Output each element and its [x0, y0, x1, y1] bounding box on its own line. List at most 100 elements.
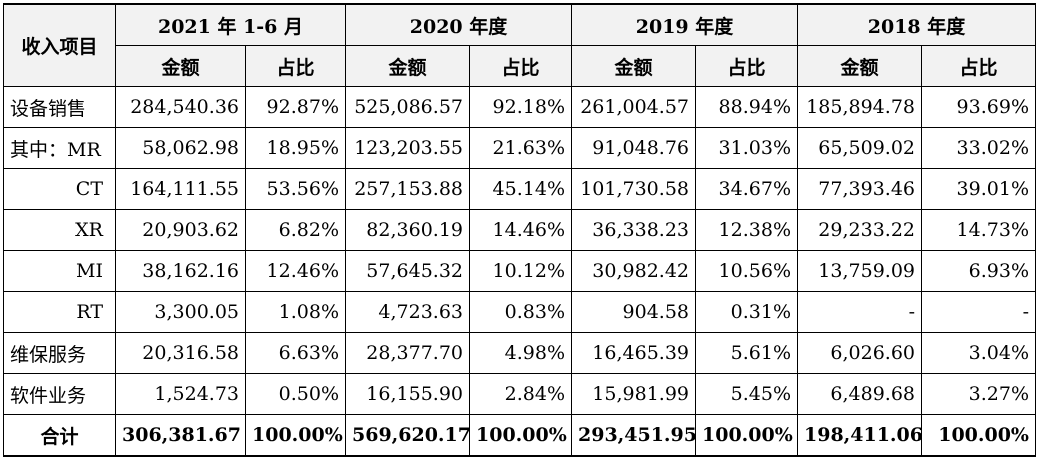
amount-cell: 257,153.88 — [345, 168, 470, 210]
amount-cell: 57,645.32 — [345, 250, 470, 292]
ratio-cell: 39.01% — [921, 168, 1036, 210]
amount-cell: 198,411.06 — [797, 414, 922, 457]
amount-cell: 4,723.63 — [345, 291, 470, 333]
table-body: 设备销售 284,540.36 92.87% 525,086.57 92.18% 261,… — [3, 86, 1036, 457]
ratio-cell: 100.00% — [469, 414, 572, 457]
ratio-cell: 18.95% — [245, 127, 346, 169]
table-row: CT 164,111.55 53.56% 257,153.88 45.14% 101,73… — [3, 168, 1036, 210]
amount-cell: 185,894.78 — [797, 86, 922, 128]
table-row: 软件业务 1,524.73 0.50% 16,155.90 2.84% 15,981.99… — [3, 373, 1036, 415]
row-label: 设备销售 — [3, 86, 116, 128]
ratio-cell: 0.31% — [695, 291, 798, 333]
header-item: 收入项目 — [3, 3, 116, 87]
amount-cell: 16,465.39 — [571, 332, 696, 374]
ratio-cell: 21.63% — [469, 127, 572, 169]
ratio-cell: 6.63% — [245, 332, 346, 374]
amount-cell: - — [797, 291, 922, 333]
ratio-cell: 0.50% — [245, 373, 346, 415]
ratio-cell: 0.83% — [469, 291, 572, 333]
ratio-cell: 34.67% — [695, 168, 798, 210]
ratio-cell: 31.03% — [695, 127, 798, 169]
amount-cell: 293,451.95 — [571, 414, 696, 457]
row-label: 软件业务 — [3, 373, 116, 415]
amount-cell: 77,393.46 — [797, 168, 922, 210]
ratio-cell: 10.12% — [469, 250, 572, 292]
amount-cell: 15,981.99 — [571, 373, 696, 415]
ratio-cell: 12.46% — [245, 250, 346, 292]
amount-cell: 3,300.05 — [115, 291, 246, 333]
header-ratio: 占比 — [245, 45, 346, 87]
ratio-cell: 88.94% — [695, 86, 798, 128]
ratio-cell: 5.61% — [695, 332, 798, 374]
ratio-cell: 3.27% — [921, 373, 1036, 415]
amount-cell: 123,203.55 — [345, 127, 470, 169]
header-ratio: 占比 — [695, 45, 798, 87]
ratio-cell: 93.69% — [921, 86, 1036, 128]
ratio-cell: 100.00% — [695, 414, 798, 457]
header-period-2021h1: 2021 年 1-6 月 — [115, 3, 346, 46]
ratio-cell: 33.02% — [921, 127, 1036, 169]
amount-cell: 58,062.98 — [115, 127, 246, 169]
amount-cell: 6,489.68 — [797, 373, 922, 415]
header-period-2018: 2018 年度 — [797, 3, 1036, 46]
table-row: 合计 306,381.67 100.00% 569,620.17 100.00% 293,… — [3, 414, 1036, 457]
header-amount: 金额 — [797, 45, 922, 87]
amount-cell: 525,086.57 — [345, 86, 470, 128]
ratio-cell: 1.08% — [245, 291, 346, 333]
header-period-2019: 2019 年度 — [571, 3, 798, 46]
row-label: 合计 — [3, 414, 116, 457]
ratio-cell: 100.00% — [921, 414, 1036, 457]
ratio-cell: 4.98% — [469, 332, 572, 374]
ratio-cell: 92.87% — [245, 86, 346, 128]
amount-cell: 164,111.55 — [115, 168, 246, 210]
amount-cell: 101,730.58 — [571, 168, 696, 210]
header-amount: 金额 — [571, 45, 696, 87]
amount-cell: 20,903.62 — [115, 209, 246, 251]
amount-cell: 13,759.09 — [797, 250, 922, 292]
amount-cell: 91,048.76 — [571, 127, 696, 169]
amount-cell: 36,338.23 — [571, 209, 696, 251]
amount-cell: 16,155.90 — [345, 373, 470, 415]
amount-cell: 284,540.36 — [115, 86, 246, 128]
revenue-table: 收入项目 2021 年 1-6 月 2020 年度 2019 年度 2018 年… — [3, 3, 1036, 457]
ratio-cell: - — [921, 291, 1036, 333]
ratio-cell: 14.73% — [921, 209, 1036, 251]
amount-cell: 29,233.22 — [797, 209, 922, 251]
ratio-cell: 6.93% — [921, 250, 1036, 292]
row-label: 维保服务 — [3, 332, 116, 374]
ratio-cell: 100.00% — [245, 414, 346, 457]
ratio-cell: 14.46% — [469, 209, 572, 251]
ratio-cell: 3.04% — [921, 332, 1036, 374]
header-ratio: 占比 — [921, 45, 1036, 87]
amount-cell: 904.58 — [571, 291, 696, 333]
row-label: 其中：MR — [3, 127, 116, 169]
table-row: RT 3,300.05 1.08% 4,723.63 0.83% 904.58 0.31% -… — [3, 291, 1036, 333]
ratio-cell: 45.14% — [469, 168, 572, 210]
amount-cell: 6,026.60 — [797, 332, 922, 374]
header-row-periods: 收入项目 2021 年 1-6 月 2020 年度 2019 年度 2018 年… — [3, 3, 1036, 87]
row-label: XR — [3, 209, 116, 251]
ratio-cell: 2.84% — [469, 373, 572, 415]
ratio-cell: 10.56% — [695, 250, 798, 292]
amount-cell: 306,381.67 — [115, 414, 246, 457]
table-row: XR 20,903.62 6.82% 82,360.19 14.46% 36,338.23… — [3, 209, 1036, 251]
header-ratio: 占比 — [469, 45, 572, 87]
table-row: 其中：MR 58,062.98 18.95% 123,203.55 21.63% 91,0… — [3, 127, 1036, 169]
amount-cell: 38,162.16 — [115, 250, 246, 292]
amount-cell: 1,524.73 — [115, 373, 246, 415]
row-label: CT — [3, 168, 116, 210]
ratio-cell: 92.18% — [469, 86, 572, 128]
amount-cell: 20,316.58 — [115, 332, 246, 374]
amount-cell: 30,982.42 — [571, 250, 696, 292]
header-amount: 金额 — [345, 45, 470, 87]
table-row: 设备销售 284,540.36 92.87% 525,086.57 92.18% 261,… — [3, 86, 1036, 128]
header-row-subcolumns: 金额 占比 金额 占比 金额 占比 金额 占比 — [4, 45, 1036, 87]
ratio-cell: 12.38% — [695, 209, 798, 251]
amount-cell: 569,620.17 — [345, 414, 470, 457]
ratio-cell: 6.82% — [245, 209, 346, 251]
ratio-cell: 53.56% — [245, 168, 346, 210]
amount-cell: 65,509.02 — [797, 127, 922, 169]
table-row: 维保服务 20,316.58 6.63% 28,377.70 4.98% 16,465.3… — [3, 332, 1036, 374]
ratio-cell: 5.45% — [695, 373, 798, 415]
amount-cell: 82,360.19 — [345, 209, 470, 251]
